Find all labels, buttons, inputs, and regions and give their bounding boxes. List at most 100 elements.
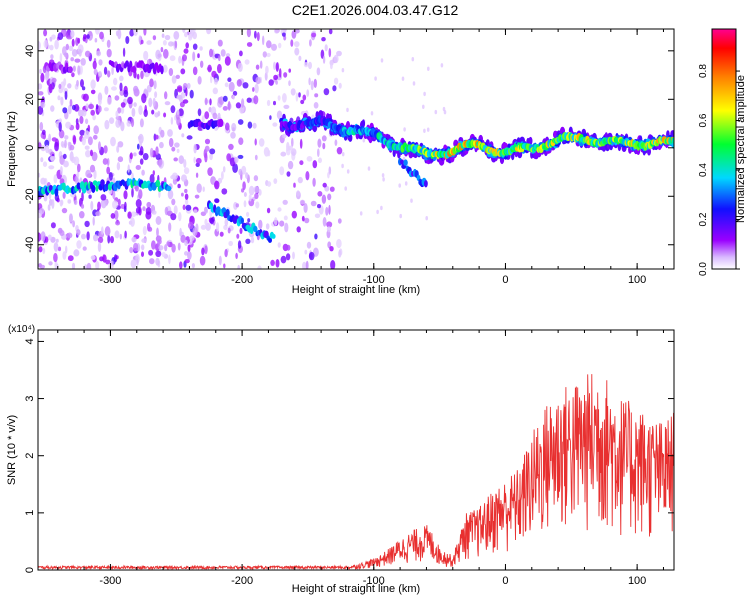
noise-blob <box>131 187 134 198</box>
noise-blob <box>277 207 282 212</box>
noise-blob <box>50 222 56 229</box>
noise-blob <box>51 34 56 40</box>
noise-blob <box>110 136 116 147</box>
noise-blob <box>64 90 68 100</box>
noise-blob <box>170 213 177 221</box>
noise-blob <box>164 244 168 252</box>
noise-blob <box>266 52 271 58</box>
noise-blob <box>225 53 231 58</box>
noise-blob <box>71 38 75 47</box>
noise-blob <box>228 240 233 247</box>
noise-blob <box>139 158 144 165</box>
noise-blob <box>310 80 314 91</box>
noise-blob <box>184 251 189 256</box>
noise-blob <box>65 32 69 38</box>
noise-blob <box>426 127 430 132</box>
noise-blob <box>217 63 222 74</box>
main-track-blob <box>528 136 533 145</box>
noise-blob <box>193 209 198 214</box>
noise-blob <box>155 216 162 225</box>
noise-blob <box>44 139 50 147</box>
noise-blob <box>130 259 137 269</box>
noise-blob <box>178 212 182 222</box>
noise-blob <box>133 85 139 93</box>
noise-blob <box>93 134 98 140</box>
noise-blob <box>311 32 317 38</box>
noise-blob <box>288 145 293 151</box>
noise-blob <box>69 144 75 151</box>
noise-blob <box>296 190 301 197</box>
noise-blob <box>422 104 425 110</box>
noise-blob <box>77 37 81 44</box>
noise-blob <box>197 76 202 85</box>
noise-blob <box>344 186 348 191</box>
noise-blob <box>163 48 169 59</box>
noise-blob <box>117 107 122 114</box>
noise-blob <box>100 194 107 201</box>
noise-blob <box>141 169 145 176</box>
noise-blob <box>332 85 337 92</box>
noise-blob <box>84 145 90 150</box>
noise-blob <box>176 148 180 153</box>
noise-blob <box>187 244 191 252</box>
noise-blob <box>152 35 157 41</box>
noise-blob <box>43 193 48 202</box>
noise-blob <box>156 159 163 166</box>
noise-blob <box>253 175 259 182</box>
noise-blob <box>59 199 63 207</box>
y-tick-label: 0 <box>24 567 36 573</box>
noise-blob <box>236 79 242 87</box>
noise-blob <box>222 95 228 102</box>
noise-blob <box>97 236 104 244</box>
noise-blob <box>152 170 155 176</box>
noise-blob <box>266 40 272 49</box>
noise-blob <box>334 139 338 146</box>
noise-blob <box>298 55 302 61</box>
noise-blob <box>197 108 202 117</box>
noise-blob <box>138 105 143 116</box>
noise-blob <box>82 93 89 102</box>
noise-blob <box>328 29 333 35</box>
noise-blob <box>338 82 342 89</box>
noise-blob <box>239 50 243 57</box>
noise-blob <box>269 115 272 120</box>
noise-blob <box>38 172 41 178</box>
noise-blob <box>48 83 53 94</box>
noise-blob <box>370 111 374 116</box>
noise-blob <box>318 157 322 164</box>
noise-blob <box>49 44 54 51</box>
noise-blob <box>90 149 93 157</box>
noise-blob <box>241 98 245 108</box>
noise-blob <box>93 234 99 242</box>
noise-blob <box>167 129 173 137</box>
noise-blob <box>195 172 199 178</box>
noise-blob <box>184 198 189 205</box>
noise-blob <box>326 226 331 233</box>
noise-blob <box>232 94 235 100</box>
spectrogram-frame <box>37 28 675 270</box>
noise-blob <box>313 102 319 109</box>
noise-blob <box>327 172 330 179</box>
noise-blob <box>273 178 278 185</box>
noise-blob <box>83 130 90 139</box>
noise-blob <box>143 109 148 118</box>
x-tick-label: 0 <box>502 575 508 587</box>
noise-blob <box>151 109 155 115</box>
noise-blob <box>168 137 174 148</box>
noise-blob <box>104 85 109 95</box>
noise-blob <box>410 198 413 203</box>
noise-blob <box>276 110 283 120</box>
noise-blob <box>55 238 59 243</box>
noise-blob <box>238 168 243 176</box>
noise-blob <box>292 251 295 260</box>
noise-blob <box>72 65 76 72</box>
noise-blob <box>65 121 71 129</box>
noise-blob <box>440 63 444 68</box>
noise-blob <box>280 151 287 157</box>
noise-blob <box>411 57 415 62</box>
noise-blob <box>114 210 119 220</box>
snr-frame <box>37 329 675 571</box>
noise-blob <box>68 45 74 52</box>
noise-blob <box>322 55 326 64</box>
